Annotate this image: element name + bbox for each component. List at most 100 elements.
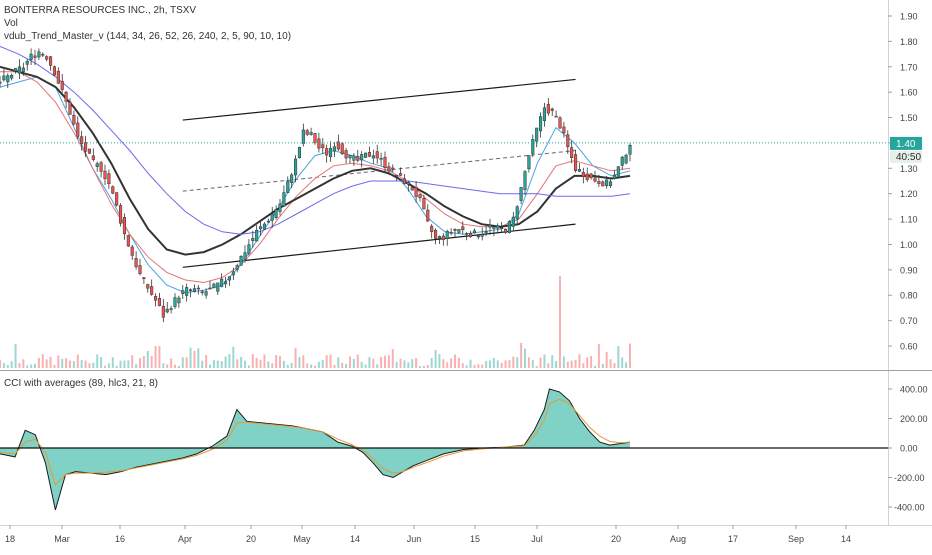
volume-bar — [504, 360, 507, 368]
volume-bar — [574, 359, 577, 368]
volume-bar — [170, 358, 173, 368]
volume-bar — [275, 355, 278, 368]
candle-down — [340, 143, 344, 155]
volume-bar — [356, 354, 359, 368]
volume-bar — [96, 354, 99, 368]
last-price-badge — [890, 136, 922, 150]
volume-bar — [197, 348, 200, 368]
candle-up — [278, 203, 282, 212]
volume-bar — [22, 359, 25, 368]
volume-bar — [403, 360, 406, 368]
candle-down — [161, 305, 165, 318]
price-tick-label: 0.60 — [900, 342, 918, 352]
time-axis-ticks: 18 Mar 16 Apr 20 May 14 Jun 15 Jul 20 Aug 17 Sep 14 — [5, 525, 851, 544]
candle-down — [107, 173, 111, 185]
volume-bar — [216, 360, 219, 368]
candle-up — [379, 158, 383, 160]
volume-bar — [360, 361, 363, 368]
time-tick-label: 14 — [841, 534, 851, 544]
price-tick-label: 1.00 — [900, 240, 918, 250]
volume-bar — [457, 357, 460, 368]
volume-bar — [566, 361, 569, 368]
volume-bar — [454, 354, 456, 368]
candle-down — [72, 115, 76, 125]
volume-bar — [282, 360, 285, 368]
candle-up — [270, 213, 274, 221]
candle-down — [142, 277, 146, 279]
time-tick-label: Aug — [670, 534, 686, 544]
volume-bar — [18, 363, 21, 368]
candle-down — [115, 192, 119, 206]
candle-down — [305, 130, 309, 135]
candle-down — [111, 186, 115, 194]
candle-up — [181, 290, 185, 294]
volume-bar — [2, 363, 5, 368]
price-tick-label: 1.20 — [900, 189, 918, 199]
candle-up — [511, 216, 515, 227]
candle-up — [185, 287, 189, 296]
candle-down — [434, 229, 438, 239]
cci-label: CCI with averages (89, hlc3, 21, 8) — [4, 378, 158, 389]
candle-down — [356, 156, 360, 161]
candle-down — [453, 229, 457, 231]
countdown-badge — [890, 150, 922, 163]
volume-bar — [562, 356, 565, 368]
candle-down — [601, 181, 605, 187]
candle-down — [196, 287, 200, 290]
candle-up — [535, 127, 539, 142]
price-tick-label: 1.80 — [900, 37, 918, 47]
volume-bar — [37, 357, 40, 368]
channel-upper-line — [182, 78, 576, 121]
candle-down — [146, 284, 150, 289]
volume-bar — [119, 360, 122, 368]
countdown-value: 40:50 — [896, 152, 921, 163]
volume-bar — [306, 363, 309, 368]
candle-down — [414, 187, 418, 197]
volume-bar — [57, 355, 60, 368]
time-tick-label: 20 — [246, 534, 256, 544]
candle-down — [422, 198, 426, 210]
chart-title: BONTERRA RESOURCES INC., 2h, TSXV — [4, 5, 197, 16]
volume-bar — [531, 360, 534, 368]
volume-bar — [92, 362, 95, 368]
price-tick-label: 1.60 — [900, 88, 918, 98]
volume-bar — [380, 356, 383, 368]
candle-down — [399, 173, 403, 176]
candle-up — [406, 182, 410, 185]
candle-up — [14, 68, 18, 72]
price-tick-label: 1.90 — [900, 12, 918, 22]
volume-bar — [255, 357, 258, 368]
candle-up — [484, 231, 488, 233]
candle-up — [624, 154, 628, 164]
candle-up — [227, 276, 231, 281]
candle-up — [492, 226, 496, 229]
volume-bar — [597, 344, 600, 368]
candle-up — [360, 154, 364, 161]
candle-down — [157, 298, 161, 306]
volume-bar — [399, 358, 402, 368]
volume-bar — [407, 362, 410, 368]
candle-down — [383, 156, 387, 168]
volume-bar — [325, 355, 328, 368]
volume-bar — [224, 356, 227, 368]
volume-bar — [6, 365, 9, 368]
volume-bar — [189, 347, 192, 368]
volume-bar — [430, 357, 433, 368]
candle-up — [628, 145, 632, 155]
candle-up — [212, 283, 216, 288]
candle-up — [200, 291, 204, 294]
cci-tick-label: 0.00 — [900, 444, 918, 454]
candle-down — [138, 265, 142, 274]
volume-bar — [26, 365, 29, 368]
volume-bar — [438, 354, 441, 368]
volume-bar — [586, 357, 589, 368]
last-price-label: 1.40 40:50 — [890, 136, 922, 163]
cci-average-line — [0, 398, 631, 486]
volume-bar — [247, 365, 250, 368]
candle-down — [441, 235, 445, 240]
candle-up — [539, 116, 543, 132]
candle-down — [558, 117, 562, 129]
candle-up — [500, 227, 504, 230]
volume-bar — [570, 360, 573, 368]
candle-up — [282, 192, 286, 207]
